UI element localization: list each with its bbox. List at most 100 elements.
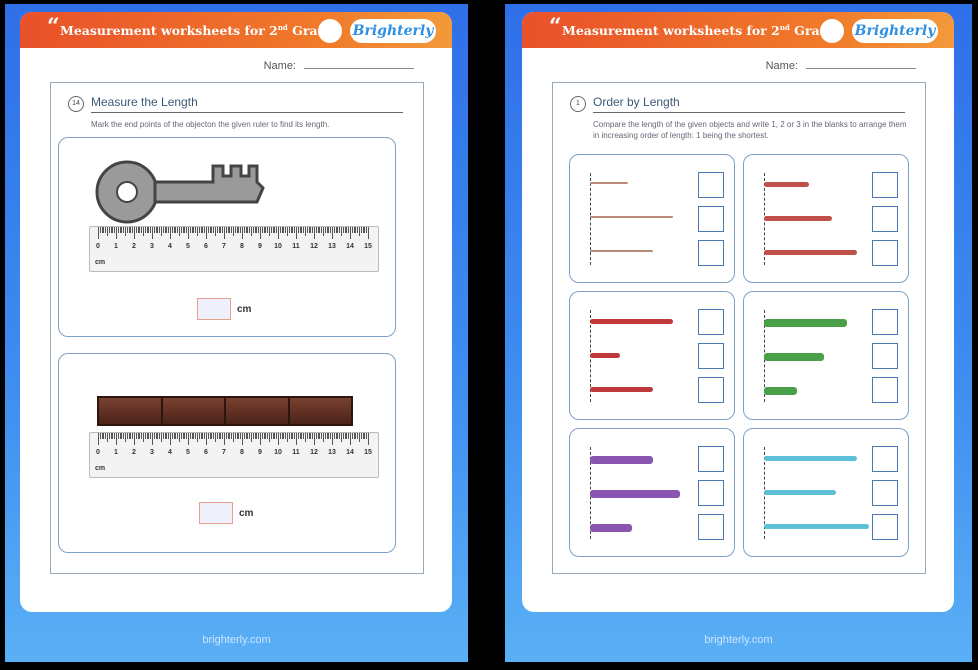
ruler-tick	[98, 227, 99, 239]
ruler-tick	[224, 227, 225, 239]
ruler-tick	[285, 433, 287, 439]
ruler-tick	[303, 433, 305, 439]
ruler-tick	[344, 227, 346, 233]
ruler-tick	[188, 227, 189, 239]
ruler-tick	[197, 433, 198, 442]
ruler-tick	[263, 433, 265, 439]
ruler-tick	[139, 433, 141, 439]
question-description: Mark the end points of the objecton the …	[91, 120, 330, 129]
footer-url[interactable]: brighterly.com	[704, 634, 773, 646]
answer-box[interactable]	[872, 480, 898, 506]
ruler-tick	[265, 433, 267, 439]
answer-box[interactable]	[872, 206, 898, 232]
ruler-tick	[179, 227, 180, 236]
ruler-tick	[108, 227, 110, 233]
answer-box[interactable]	[872, 309, 898, 335]
answer-box[interactable]	[698, 240, 724, 266]
question-box: 1 Order by Length Compare the length of …	[552, 82, 926, 574]
ruler-tick	[137, 433, 139, 439]
ruler-tick	[346, 433, 348, 439]
ruler-tick	[288, 227, 290, 233]
answer-box[interactable]	[698, 446, 724, 472]
ruler-tick	[366, 227, 368, 233]
ruler-tick	[240, 227, 242, 233]
ruler-tick	[123, 433, 125, 439]
straw-card	[743, 428, 909, 557]
unit-label: cm	[237, 304, 252, 315]
ruler-tick	[198, 227, 200, 233]
ruler-tick	[135, 433, 137, 439]
answer-box[interactable]	[698, 514, 724, 540]
umbrella-object	[764, 250, 857, 255]
arrow-object	[590, 250, 653, 252]
ruler-tick	[216, 433, 218, 439]
footer-url[interactable]: brighterly.com	[202, 634, 271, 646]
answer-input[interactable]	[199, 502, 233, 524]
ruler-tick	[229, 433, 231, 439]
answer-box[interactable]	[698, 309, 724, 335]
ruler-tick	[200, 433, 202, 439]
ruler-tick	[117, 227, 119, 233]
ruler-tick	[159, 433, 161, 439]
answer-input[interactable]	[197, 298, 231, 320]
answer-box[interactable]	[872, 172, 898, 198]
ruler-tick	[177, 227, 179, 233]
chocolate-card: 0 1 2 3 4 5 6 7 8 9 10 11 12 13 14 15 cm cm	[58, 353, 396, 553]
ruler-tick	[317, 433, 319, 439]
ruler-tick	[206, 227, 207, 239]
ruler-tick	[321, 433, 323, 439]
ruler-tick	[139, 227, 141, 233]
ruler-tick	[234, 433, 236, 439]
ruler-tick	[168, 433, 170, 439]
ruler-tick	[333, 433, 335, 439]
ruler-tick	[247, 433, 249, 439]
ruler-tick	[276, 433, 278, 439]
name-field: Name:	[264, 60, 414, 72]
ruler-tick	[348, 433, 350, 439]
ruler-tick	[117, 433, 119, 439]
answer-box[interactable]	[698, 480, 724, 506]
pencil-object	[764, 353, 824, 361]
ruler-tick	[197, 227, 198, 236]
ruler-tick	[157, 227, 159, 233]
ruler-tick	[292, 227, 294, 233]
ruler-tick	[182, 227, 184, 233]
ruler-number: 0	[96, 449, 100, 456]
ruler-tick	[231, 433, 233, 439]
answer-box[interactable]	[698, 172, 724, 198]
arrow-object	[590, 182, 628, 184]
answer-box[interactable]	[698, 377, 724, 403]
ruler-tick	[281, 227, 283, 233]
ruler-tick	[297, 227, 299, 233]
paintbrush-card	[569, 291, 735, 420]
ruler-tick	[121, 227, 123, 233]
answer-box[interactable]	[872, 377, 898, 403]
ruler-tick	[344, 433, 346, 439]
ruler-number: 0	[96, 243, 100, 250]
answer-box[interactable]	[872, 240, 898, 266]
left-worksheet-frame: “ Measurement worksheets for 2nd Grade B…	[5, 4, 468, 662]
ruler-tick	[368, 227, 369, 239]
ruler-tick	[281, 433, 283, 439]
ruler-number: 11	[292, 243, 300, 250]
answer-box[interactable]	[872, 446, 898, 472]
ruler-tick	[173, 227, 175, 233]
ruler-tick	[330, 227, 332, 233]
ruler-tick	[324, 227, 326, 233]
ruler-tick	[146, 433, 148, 439]
ruler-tick	[218, 433, 220, 439]
ruler-tick	[213, 227, 215, 233]
answer-box[interactable]	[872, 514, 898, 540]
ruler-tick	[285, 227, 287, 233]
ruler-tick	[296, 227, 297, 239]
ruler-tick	[171, 433, 173, 439]
ruler-tick	[225, 227, 227, 233]
answer-box[interactable]	[698, 206, 724, 232]
pencil-object	[764, 319, 847, 327]
answer-box[interactable]	[698, 343, 724, 369]
ruler-tick	[233, 433, 234, 442]
ruler-tick	[240, 433, 242, 439]
ruler-tick	[128, 227, 130, 233]
answer-box[interactable]	[872, 343, 898, 369]
question-description: Compare the length of the given objects …	[593, 120, 907, 140]
